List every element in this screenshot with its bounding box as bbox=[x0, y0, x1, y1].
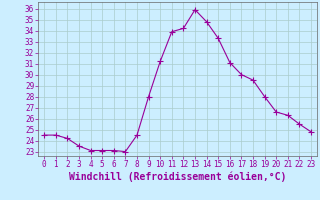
X-axis label: Windchill (Refroidissement éolien,°C): Windchill (Refroidissement éolien,°C) bbox=[69, 172, 286, 182]
